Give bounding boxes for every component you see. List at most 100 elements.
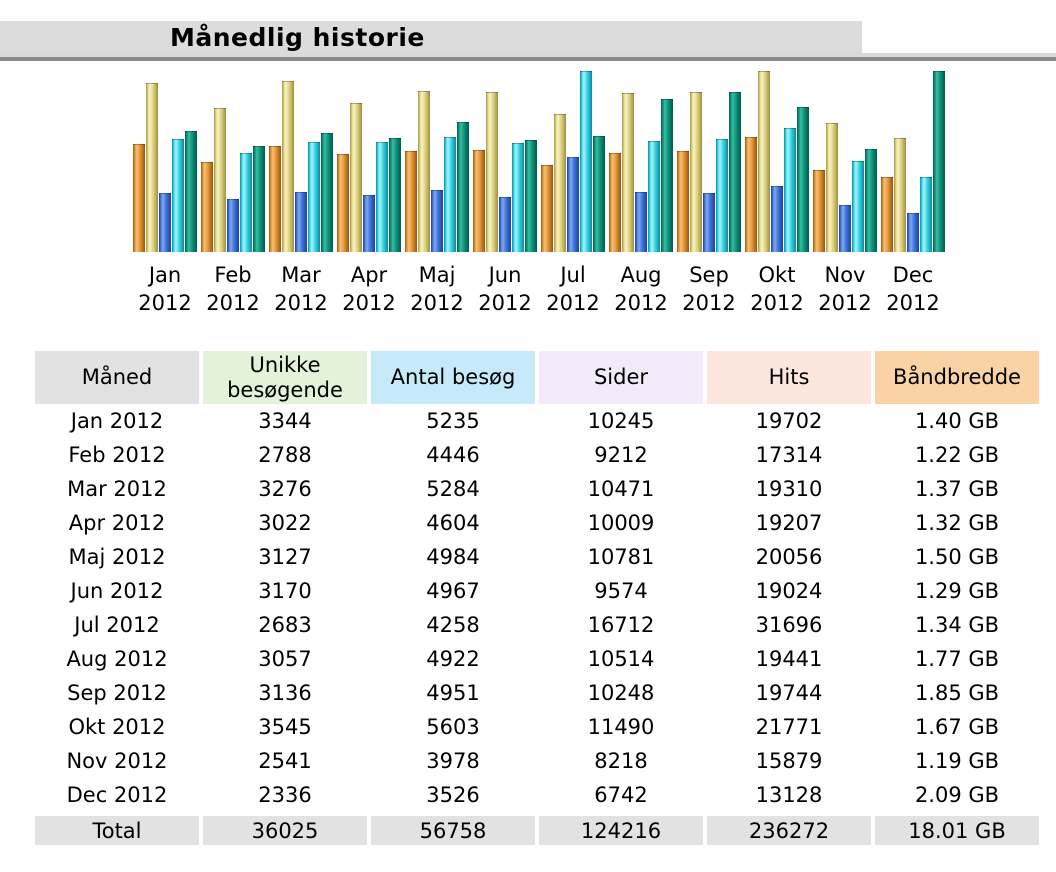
bar-unikke-bes-gende-aug-2012 (609, 153, 621, 252)
bar-sider-aug-2012 (635, 192, 647, 252)
bar-hits-apr-2012 (376, 142, 388, 252)
table-cell-hits: 31696 (755, 613, 823, 637)
table-row-maj-2012: Maj 2012 3127 4984 10781 20056 1.50 GB (35, 540, 1039, 574)
table-header-row: Måned Unikke besøgende Antal besøg Sider Hit… (35, 351, 1039, 404)
table-cell-hits: 17314 (755, 443, 823, 467)
bar-antal-bes-g-jan-2012 (146, 83, 158, 252)
table-cell-pages: 9212 (594, 443, 648, 467)
table-cell-uv: 2541 (258, 749, 312, 773)
bar-hits-jun-2012 (512, 143, 524, 252)
monthly-history-bar-chart: Jan 2012 Feb 2012 Mar 2012 Apr 2012 Maj 2012… (0, 0, 1056, 320)
table-cell-pages: 11490 (587, 715, 655, 739)
table-cell-hits: 19702 (755, 409, 823, 433)
table-cell-visits: 5603 (426, 715, 480, 739)
table-cell-uv: 3170 (258, 579, 312, 603)
table-cell-hits: 19024 (755, 579, 823, 603)
bar-hits-jan-2012 (172, 139, 184, 252)
table-row-nov-2012: Nov 2012 2541 3978 8218 15879 1.19 GB (35, 744, 1039, 778)
divider-line (0, 57, 1056, 61)
bar-antal-bes-g-dec-2012 (894, 138, 906, 252)
x-axis-label-okt-2012: Okt 2012 (750, 263, 804, 315)
column-header-hits: Hits (707, 351, 871, 404)
bar-b-ndbredde-gb-nov-2012 (865, 149, 877, 252)
table-cell-pages: 10245 (587, 409, 655, 433)
bar-unikke-bes-gende-dec-2012 (881, 177, 893, 252)
x-axis-label-jun-2012: Jun 2012 (478, 263, 532, 315)
table-cell-uv: 2788 (258, 443, 312, 467)
table-cell-uv: 3545 (258, 715, 312, 739)
table-cell-visits: 3978 (426, 749, 480, 773)
table-cell-visits: 4446 (426, 443, 480, 467)
table-cell-visits: 4967 (426, 579, 480, 603)
column-header-bw: Båndbredde (875, 351, 1039, 404)
table-cell-pages: 9574 (594, 579, 648, 603)
table-row-mar-2012: Mar 2012 3276 5284 10471 19310 1.37 GB (35, 472, 1039, 506)
divider-light (0, 53, 1056, 57)
table-cell-pages: 8218 (594, 749, 648, 773)
bar-antal-bes-g-apr-2012 (350, 103, 362, 252)
bar-unikke-bes-gende-feb-2012 (201, 162, 213, 252)
table-cell-maaned: Dec 2012 (66, 783, 168, 807)
bar-sider-jun-2012 (499, 197, 511, 252)
table-cell-maaned: Feb 2012 (68, 443, 166, 467)
bar-hits-jul-2012 (580, 71, 592, 252)
table-cell-pages: 10471 (587, 477, 655, 501)
table-cell-hits: 13128 (755, 783, 823, 807)
bar-hits-feb-2012 (240, 153, 252, 252)
table-cell-maaned: Jan 2012 (70, 409, 164, 433)
table-cell-bw: 1.85 GB (914, 681, 1000, 705)
table-row-feb-2012: Feb 2012 2788 4446 9212 17314 1.22 GB (35, 438, 1039, 472)
x-axis-label-apr-2012: Apr 2012 (342, 263, 396, 315)
column-header-visits: Antal besøg (371, 351, 535, 404)
table-cell-bw: 1.37 GB (914, 477, 1000, 501)
bar-unikke-bes-gende-nov-2012 (813, 170, 825, 252)
x-axis-label-jul-2012: Jul 2012 (546, 263, 600, 315)
table-cell-hits: 19207 (755, 511, 823, 535)
bar-antal-bes-g-sep-2012 (690, 92, 702, 252)
table-cell-bw: 1.77 GB (914, 647, 1000, 671)
table-cell-bw: 1.50 GB (914, 545, 1000, 569)
column-header-maaned: Måned (35, 351, 199, 404)
bar-hits-aug-2012 (648, 141, 660, 252)
table-cell-visits: 3526 (426, 783, 480, 807)
bar-unikke-bes-gende-apr-2012 (337, 154, 349, 252)
bar-antal-bes-g-nov-2012 (826, 123, 838, 252)
table-cell-maaned: Apr 2012 (68, 511, 166, 535)
bar-unikke-bes-gende-jul-2012 (541, 165, 553, 252)
bar-unikke-bes-gende-okt-2012 (745, 137, 757, 252)
bar-antal-bes-g-feb-2012 (214, 108, 226, 252)
bar-b-ndbredde-gb-mar-2012 (321, 133, 333, 252)
table-cell-maaned: Mar 2012 (67, 477, 167, 501)
bar-b-ndbredde-gb-apr-2012 (389, 138, 401, 252)
x-axis-label-aug-2012: Aug 2012 (614, 263, 668, 315)
table-cell-pages: 10009 (587, 511, 655, 535)
bar-hits-sep-2012 (716, 139, 728, 252)
total-cell-visits: 56758 (371, 816, 535, 845)
table-cell-pages: 10248 (587, 681, 655, 705)
table-row-jan-2012: Jan 2012 3344 5235 10245 19702 1.40 GB (35, 404, 1039, 438)
bar-b-ndbredde-gb-jan-2012 (185, 131, 197, 252)
table-cell-uv: 3127 (258, 545, 312, 569)
bar-antal-bes-g-jul-2012 (554, 114, 566, 252)
bar-unikke-bes-gende-mar-2012 (269, 146, 281, 252)
table-cell-pages: 10514 (587, 647, 655, 671)
table-cell-visits: 4922 (426, 647, 480, 671)
total-cell-hits: 236272 (707, 816, 871, 845)
table-cell-hits: 20056 (755, 545, 823, 569)
table-cell-hits: 19744 (755, 681, 823, 705)
bar-hits-maj-2012 (444, 137, 456, 252)
table-cell-maaned: Sep 2012 (67, 681, 167, 705)
table-cell-bw: 1.29 GB (914, 579, 1000, 603)
table-cell-bw: 1.32 GB (914, 511, 1000, 535)
x-axis-label-maj-2012: Maj 2012 (410, 263, 464, 315)
bar-unikke-bes-gende-jan-2012 (133, 144, 145, 252)
table-cell-maaned: Jul 2012 (74, 613, 160, 637)
table-cell-bw: 1.19 GB (914, 749, 1000, 773)
x-axis-label-sep-2012: Sep 2012 (682, 263, 736, 315)
table-cell-visits: 4951 (426, 681, 480, 705)
x-axis-label-jan-2012: Jan 2012 (138, 263, 192, 315)
table-cell-uv: 3276 (258, 477, 312, 501)
bar-b-ndbredde-gb-jun-2012 (525, 140, 537, 252)
table-cell-maaned: Maj 2012 (68, 545, 166, 569)
